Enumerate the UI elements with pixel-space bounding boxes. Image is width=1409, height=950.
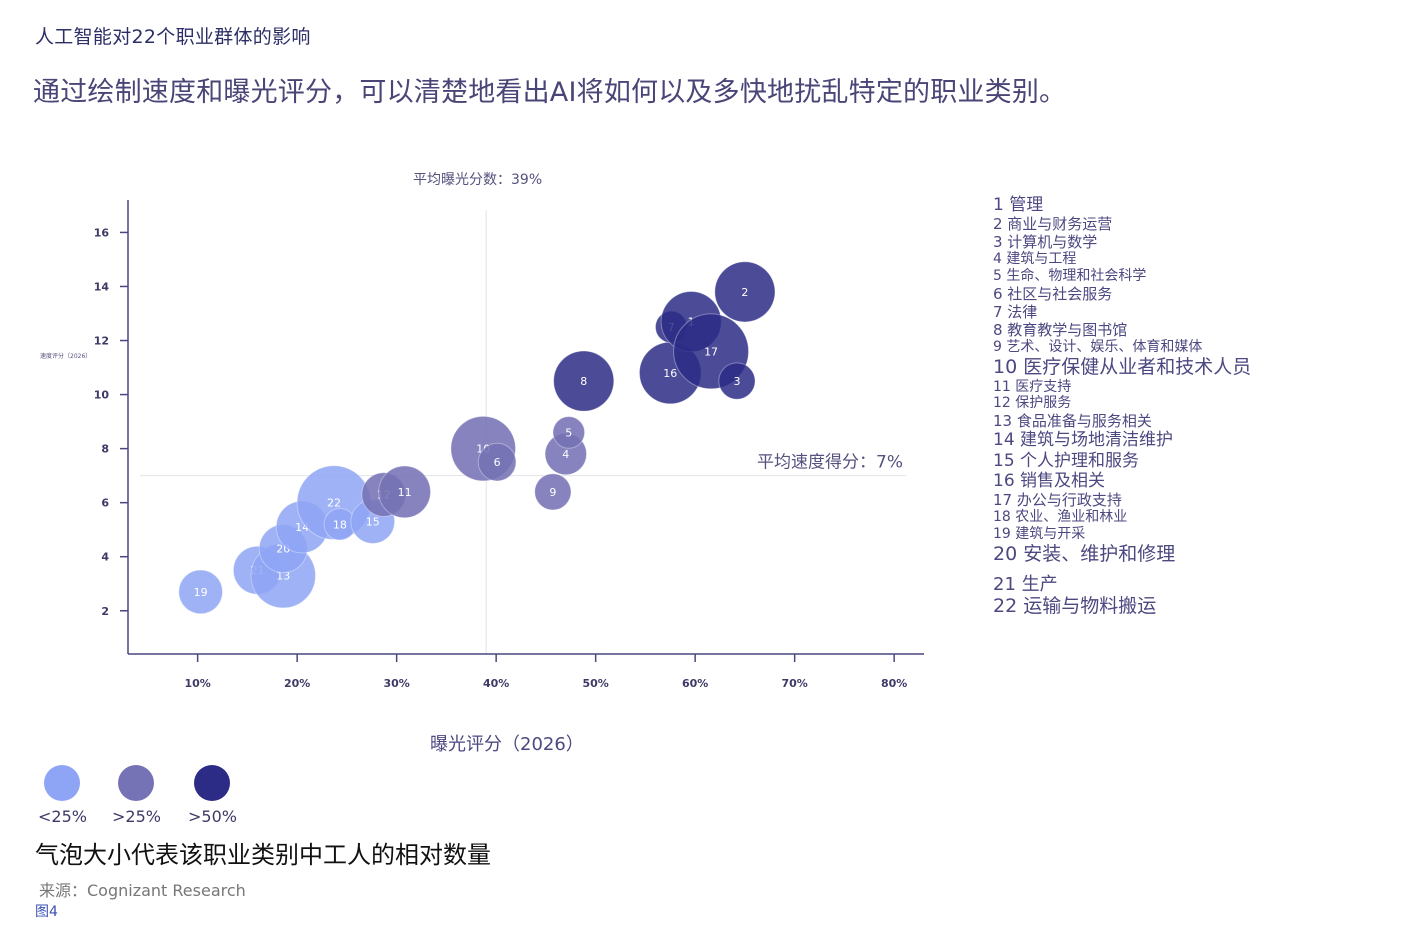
y-tick-label: 2 [101, 605, 109, 618]
bubble-circle [178, 569, 224, 615]
x-tick-label: 40% [483, 677, 509, 690]
size-key-high-dot [194, 765, 231, 801]
bubble-label: 15 [366, 516, 380, 529]
bubble-label: 3 [733, 375, 740, 388]
bubble-label: 6 [494, 456, 501, 469]
bubble-label: 19 [194, 586, 208, 599]
x-tick-label: 50% [582, 677, 608, 690]
size-key-low-dot [44, 765, 81, 801]
bubble-label: 9 [549, 486, 556, 499]
chart-ticks: 2 4 6 8 10 12 14 16 10% 20% 30% 40% 50% 60% 70% 80% [94, 226, 908, 690]
chart-axes [127, 200, 924, 655]
bubble-circle [718, 362, 756, 400]
bubble-label: 17 [704, 345, 718, 358]
size-key-low: <25% [38, 765, 87, 826]
x-tick-label: 80% [881, 677, 907, 690]
legend-item: 7 法律 [993, 302, 1038, 321]
bubble-label: 13 [276, 570, 290, 583]
bubble-chart: 19211320142218151211106945816711732 2468… [40, 172, 924, 690]
bubble-label: 8 [580, 375, 587, 388]
legend-item: 17 办公与行政支持 [993, 491, 1122, 510]
y-tick-label: 14 [94, 280, 110, 293]
bubble-circle [714, 261, 776, 323]
legend-item: 21 生产 [993, 573, 1058, 595]
bubble-label: 16 [663, 367, 677, 380]
bubble-size-note: 气泡大小代表该职业类别中工人的相对数量 [35, 841, 491, 869]
bubble-circle [477, 442, 517, 482]
bubble-label: 22 [327, 497, 341, 510]
x-tick-label: 30% [383, 677, 409, 690]
legend-item: 20 安装、维护和修理 [993, 542, 1176, 565]
x-tick-label: 70% [781, 677, 807, 690]
bubble-11: 11 [378, 465, 432, 519]
bubble-5: 5 [552, 416, 586, 449]
y-tick-label: 4 [101, 551, 109, 564]
legend-item: 9 艺术、设计、娱乐、体育和媒体 [993, 338, 1203, 355]
y-axis-label: 速度评分（2026） [40, 352, 91, 360]
legend-item: 14 建筑与场地清洁维护 [993, 430, 1174, 451]
y-tick-label: 10 [94, 389, 110, 402]
bubble-circle [534, 473, 572, 511]
legend-item: 19 建筑与开采 [993, 526, 1086, 543]
legend-item: 2 商业与财务运营 [993, 215, 1113, 234]
bubble-9: 9 [534, 473, 572, 511]
legend-item: 10 医疗保健从业者和技术人员 [993, 355, 1252, 378]
legend-item: 18 农业、渔业和林业 [993, 509, 1128, 526]
y-tick-label: 8 [101, 443, 109, 456]
page-subtitle: 通过绘制速度和曝光评分，可以清楚地看出AI将如何以及多快地扰乱特定的职业类别。 [33, 77, 1067, 108]
size-key-mid-label: >25% [112, 807, 161, 826]
size-key-high: >50% [188, 765, 237, 826]
avg-speed-label: 平均速度得分：7% [757, 453, 903, 473]
figure-label: 图4 [35, 904, 58, 920]
bubble-circle [553, 350, 615, 412]
bubble-2: 2 [714, 261, 776, 323]
legend-item: 12 保护服务 [993, 395, 1072, 412]
legend-item: 6 社区与社会服务 [993, 284, 1113, 303]
y-tick-label: 16 [94, 226, 110, 239]
size-key-mid: >25% [112, 765, 161, 826]
y-tick-label: 6 [101, 497, 109, 510]
legend-item: 15 个人护理和服务 [993, 450, 1140, 471]
x-tick-label: 10% [184, 677, 210, 690]
legend-item: 22 运输与物料搬运 [993, 595, 1157, 618]
bubble-label: 11 [398, 486, 412, 499]
bubble-label: 18 [333, 518, 347, 531]
x-axis-label: 曝光评分（2026） [430, 734, 584, 755]
legend-item: 3 计算机与数学 [993, 233, 1098, 252]
category-legend: 1 管理 2 商业与财务运营 3 计算机与数学 4 建筑与工程 5 生命、物理和社会科学… [993, 195, 1403, 618]
bubble-3: 3 [718, 362, 756, 400]
source-credit: 来源：Cognizant Research [39, 881, 246, 900]
bubble-label: 2 [741, 286, 748, 299]
legend-item: 8 教育教学与图书馆 [993, 320, 1128, 339]
size-key-low-label: <25% [38, 807, 87, 826]
x-tick-label: 60% [682, 677, 708, 690]
legend-item: 11 医疗支持 [993, 378, 1072, 395]
page-title: 人工智能对22个职业群体的影响 [35, 26, 311, 48]
legend-item: 1 管理 [993, 195, 1044, 215]
legend-item: 16 销售及相关 [993, 470, 1106, 491]
legend-item: 4 建筑与工程 [993, 251, 1077, 268]
chart-bubbles: 19211320142218151211106945816711732 [178, 261, 776, 615]
bubble-circle [552, 416, 586, 449]
bubble-19: 19 [178, 569, 224, 615]
bubble-circle [378, 465, 432, 519]
legend-item: 13 食品准备与服务相关 [993, 412, 1152, 431]
bubble-8: 8 [553, 350, 615, 412]
bubble-label: 4 [562, 448, 569, 461]
size-key-mid-dot [118, 765, 155, 801]
bubble-label: 5 [565, 426, 572, 439]
x-tick-label: 20% [284, 677, 310, 690]
y-tick-label: 12 [94, 335, 109, 348]
bubble-6: 6 [477, 442, 517, 482]
legend-item: 5 生命、物理和社会科学 [993, 268, 1147, 285]
size-key-high-label: >50% [188, 807, 237, 826]
avg-exposure-label: 平均曝光分数：39% [413, 172, 542, 188]
